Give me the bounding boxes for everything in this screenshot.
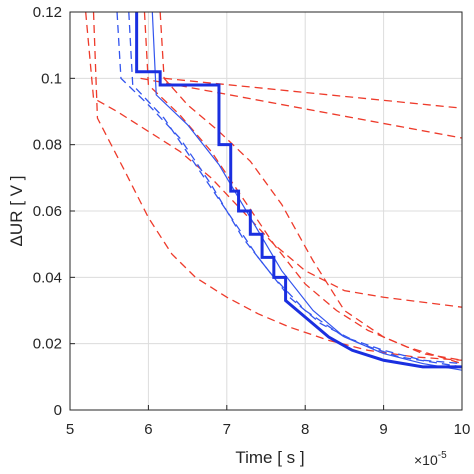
lines — [85, 12, 462, 371]
series-line — [140, 77, 462, 139]
series-line — [159, 12, 462, 361]
series-line — [135, 12, 462, 369]
x-tick-label: 10 — [454, 421, 471, 438]
y-tick-label: 0.1 — [41, 70, 62, 87]
y-tick-label: 0.08 — [33, 137, 62, 154]
x-axis-label: Time [ s ] — [235, 448, 304, 467]
series-line — [128, 12, 462, 368]
y-tick-label: 0.12 — [33, 4, 62, 21]
series-line — [151, 12, 462, 371]
x-tick-label: 7 — [223, 421, 231, 438]
axes-box — [69, 11, 463, 411]
x-tick-label: 9 — [379, 421, 387, 438]
x-tick-label: 6 — [144, 421, 152, 438]
x-tick-label: 8 — [301, 421, 309, 438]
x-multiplier-exponent: -5 — [438, 450, 447, 461]
labels: 5 6 7 8 9 10 0 0.02 0.04 0.06 0.08 0.1 0.12 — [33, 4, 471, 438]
x-multiplier: ×10-5 — [414, 450, 447, 468]
x-tick-label: 5 — [66, 421, 74, 438]
series-line — [85, 12, 462, 308]
series-line — [143, 12, 462, 365]
series-line — [92, 12, 462, 361]
y-tick-label: 0.04 — [33, 269, 62, 286]
y-axis-label: ΔUR [ V ] — [7, 176, 26, 247]
y-tick-label: 0.06 — [33, 203, 62, 220]
series-line — [164, 77, 462, 109]
y-tick-label: 0.02 — [33, 336, 62, 353]
y-tick-label: 0 — [54, 402, 62, 419]
x-multiplier-base: ×10 — [414, 452, 438, 468]
